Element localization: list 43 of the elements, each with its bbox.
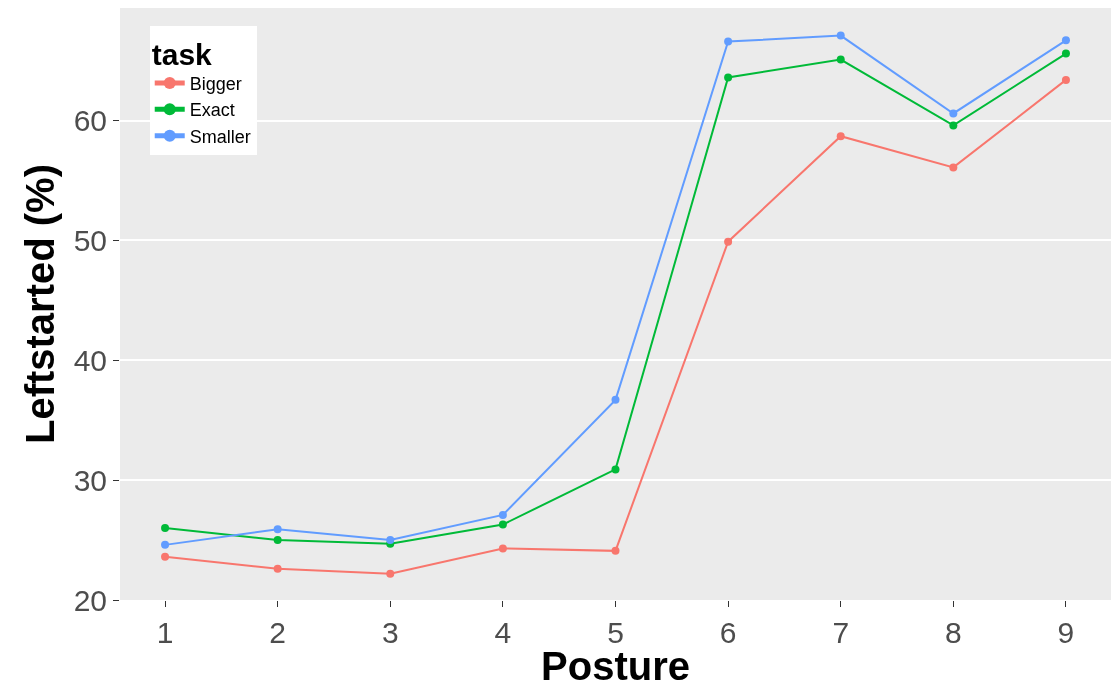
- legend-label: Exact: [189, 100, 235, 121]
- x-tick-label: 2: [269, 616, 286, 649]
- point: [724, 73, 733, 82]
- point: [611, 465, 620, 474]
- legend-label: Bigger: [189, 73, 242, 94]
- point: [386, 569, 395, 578]
- point: [836, 55, 845, 64]
- point: [949, 163, 958, 172]
- point: [1061, 49, 1070, 58]
- y-tick-label: 40: [73, 343, 107, 377]
- legend-title: task: [151, 37, 213, 71]
- point: [611, 395, 620, 404]
- y-tick-label: 50: [73, 223, 107, 257]
- x-tick-label: 3: [381, 616, 399, 649]
- point: [498, 510, 507, 519]
- point: [498, 544, 507, 553]
- x-tick-label: 1: [156, 616, 174, 649]
- y-tick-label: 60: [73, 104, 107, 138]
- point: [611, 546, 620, 555]
- point: [161, 524, 170, 533]
- x-tick-label: 9: [1057, 616, 1075, 649]
- x-tick-label: 8: [945, 616, 962, 649]
- point: [273, 536, 282, 545]
- x-tick-label: 4: [494, 616, 512, 649]
- point: [273, 564, 282, 573]
- x-tick-label: 7: [832, 616, 850, 649]
- point: [836, 132, 845, 141]
- point: [1061, 75, 1070, 84]
- x-tick-label: 6: [719, 616, 737, 649]
- point: [724, 237, 733, 246]
- point: [161, 552, 170, 561]
- y-axis-title: Leftstarted (%): [18, 163, 63, 445]
- legend-label: Smaller: [189, 126, 251, 147]
- point: [949, 109, 958, 118]
- point: [949, 121, 958, 130]
- point: [836, 31, 845, 40]
- point: [1061, 36, 1070, 45]
- point: [273, 525, 282, 534]
- point: [724, 37, 733, 46]
- point: [498, 520, 507, 529]
- point: [161, 540, 170, 549]
- y-tick-label: 30: [73, 463, 107, 497]
- y-tick-label: 20: [73, 583, 107, 617]
